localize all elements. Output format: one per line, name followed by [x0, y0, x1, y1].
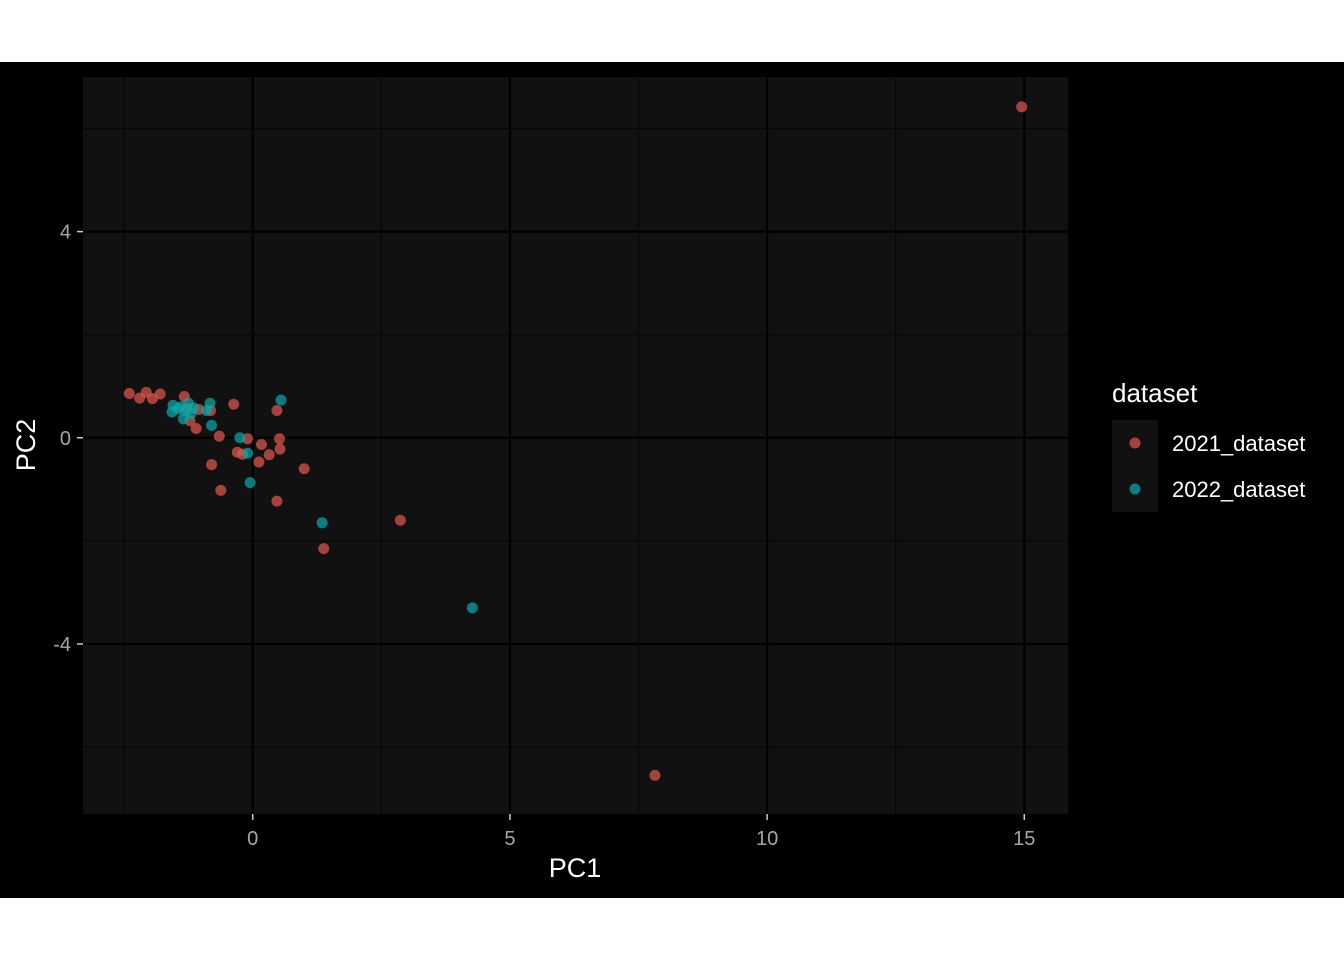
point-2021_dataset	[154, 388, 166, 400]
y-tick-label: 4	[60, 222, 71, 244]
x-tick-label: 0	[247, 828, 258, 850]
y-axis: -4 0 4	[53, 222, 83, 656]
legend-key-background	[1112, 420, 1158, 512]
point-2022_dataset	[316, 517, 328, 529]
legend-title: dataset	[1112, 378, 1198, 408]
point-2022_dataset	[206, 419, 218, 431]
x-axis: 0 5 10 15	[247, 814, 1035, 850]
point-2021_dataset	[298, 463, 310, 475]
legend-label-2022_dataset: 2022_dataset	[1172, 477, 1305, 502]
point-2022_dataset	[275, 394, 287, 406]
minor-gridlines	[83, 77, 1068, 814]
point-2021_dataset	[649, 769, 661, 781]
legend-key-2022_dataset	[1129, 483, 1141, 495]
point-2022_dataset	[188, 402, 200, 414]
point-2021_dataset	[273, 433, 285, 445]
plot-panel	[83, 77, 1068, 814]
point-2021_dataset	[123, 387, 135, 399]
y-axis-title: PC2	[11, 419, 41, 472]
point-2021_dataset	[213, 430, 225, 442]
point-2021_dataset	[215, 484, 227, 496]
data-points	[123, 101, 1028, 781]
point-2021_dataset	[274, 443, 286, 455]
point-2021_dataset	[394, 514, 406, 526]
point-2021_dataset	[1016, 101, 1028, 113]
point-2022_dataset	[242, 447, 254, 459]
point-2021_dataset	[271, 404, 283, 416]
point-2021_dataset	[263, 449, 275, 461]
point-2021_dataset	[271, 495, 283, 507]
point-2022_dataset	[234, 432, 246, 444]
point-2022_dataset	[244, 477, 256, 489]
major-gridlines	[83, 77, 1068, 814]
x-tick-label: 10	[756, 828, 778, 850]
x-tick-label: 15	[1013, 828, 1035, 850]
x-axis-title: PC1	[549, 853, 602, 883]
x-tick-label: 5	[504, 828, 515, 850]
point-2021_dataset	[190, 422, 202, 434]
y-tick-label: -4	[53, 634, 71, 656]
point-2021_dataset	[228, 398, 240, 410]
point-2022_dataset	[466, 602, 478, 614]
y-tick-label: 0	[60, 428, 71, 450]
point-2022_dataset	[204, 397, 216, 409]
point-2021_dataset	[206, 459, 218, 471]
point-2021_dataset	[255, 438, 267, 450]
legend-key-2021_dataset	[1129, 437, 1141, 449]
legend-label-2021_dataset: 2021_dataset	[1172, 431, 1305, 456]
point-2021_dataset	[253, 456, 265, 468]
legend: dataset 2021_dataset 2022_dataset	[1112, 378, 1305, 512]
point-2021_dataset	[318, 543, 330, 555]
